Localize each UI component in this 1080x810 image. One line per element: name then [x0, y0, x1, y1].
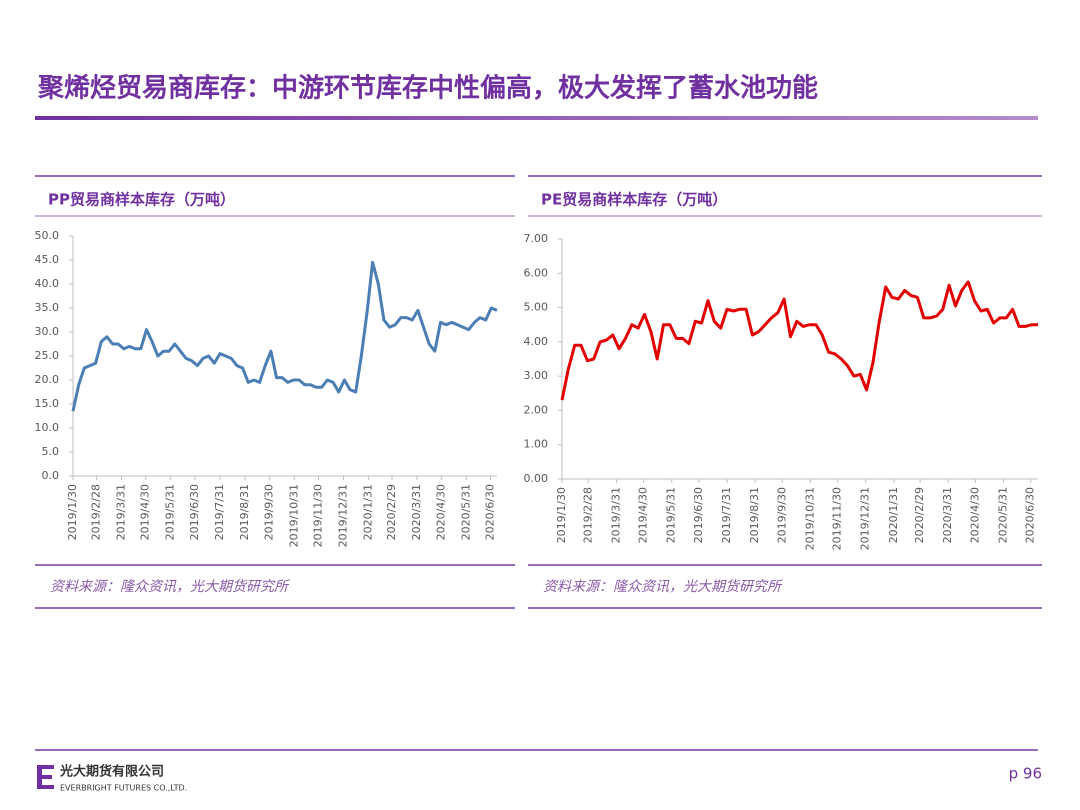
y-tick-label: 45.0 — [35, 253, 60, 266]
x-tick-label: 2019/2/28 — [89, 484, 102, 540]
x-tick-label: 2019/2/28 — [581, 487, 594, 543]
x-tick-label: 2020/6/30 — [484, 484, 497, 540]
x-tick-label: 2020/2/29 — [385, 484, 398, 540]
source-note: 资料来源：隆众资讯，光大期货研究所 — [50, 579, 290, 595]
x-tick-label: 2019/10/31 — [803, 487, 816, 550]
x-tick-label: 2020/3/31 — [410, 484, 423, 540]
page-number: p 96 — [1009, 765, 1042, 783]
x-tick-label: 2019/10/31 — [287, 484, 300, 547]
y-tick-label: 7.00 — [524, 232, 549, 245]
x-tick-label: 2019/1/30 — [555, 487, 568, 543]
x-tick-label: 2019/5/31 — [164, 484, 177, 540]
x-tick-label: 2020/3/31 — [941, 487, 954, 543]
x-tick-label: 2019/7/31 — [213, 484, 226, 540]
y-tick-label: 2.00 — [524, 403, 549, 416]
x-tick-label: 2020/1/31 — [887, 487, 900, 543]
x-tick-label: 2020/5/31 — [997, 487, 1010, 543]
x-tick-label: 2020/4/30 — [968, 487, 981, 543]
chart-title: PE贸易商样本库存（万吨） — [541, 191, 727, 209]
x-tick-label: 2020/2/29 — [913, 487, 926, 543]
y-tick-label: 40.0 — [35, 277, 60, 290]
data-line — [71, 260, 498, 412]
page-title: 聚烯烃贸易商库存：中游环节库存中性偏高，极大发挥了蓄水池功能 — [37, 73, 818, 104]
y-tick-label: 0.0 — [42, 469, 60, 482]
y-tick-label: 30.0 — [35, 325, 60, 338]
x-tick-label: 2019/7/31 — [720, 487, 733, 543]
y-tick-label: 35.0 — [35, 301, 60, 314]
x-tick-label: 2019/3/31 — [114, 484, 127, 540]
x-tick-label: 2020/4/30 — [434, 484, 447, 540]
y-tick-label: 0.00 — [524, 472, 549, 485]
source-note: 资料来源：隆众资讯，光大期货研究所 — [543, 579, 783, 595]
y-tick-label: 5.00 — [524, 301, 549, 314]
x-tick-label: 2019/4/30 — [139, 484, 152, 540]
x-tick-label: 2019/9/30 — [262, 484, 275, 540]
y-tick-label: 4.00 — [524, 335, 549, 348]
logo — [37, 765, 54, 789]
x-tick-label: 2019/11/30 — [831, 487, 844, 550]
x-tick-label: 2019/12/31 — [337, 484, 350, 547]
x-tick-label: 2019/8/31 — [238, 484, 251, 540]
data-line — [560, 280, 1038, 401]
x-tick-label: 2020/5/31 — [459, 484, 472, 540]
x-tick-label: 2019/6/30 — [188, 484, 201, 540]
y-tick-label: 15.0 — [35, 397, 60, 410]
x-tick-label: 2019/3/31 — [609, 487, 622, 543]
chart-title: PP贸易商样本库存（万吨） — [48, 191, 235, 209]
y-tick-label: 1.00 — [524, 438, 549, 451]
x-tick-label: 2020/6/30 — [1024, 487, 1037, 543]
company: 光大期货有限公司 — [59, 764, 164, 780]
y-tick-label: 5.0 — [42, 445, 60, 458]
y-tick-label: 50.0 — [35, 229, 60, 242]
y-tick-label: 3.00 — [524, 369, 549, 382]
x-tick-label: 2019/8/31 — [748, 487, 761, 543]
y-tick-label: 25.0 — [35, 349, 60, 362]
company-en: EVERBRIGHT FUTURES CO.,LTD. — [60, 784, 187, 793]
x-tick-label: 2019/6/30 — [692, 487, 705, 543]
x-tick-label: 2020/1/31 — [362, 484, 375, 540]
x-tick-label: 2019/9/30 — [775, 487, 788, 543]
x-tick-label: 2019/12/31 — [859, 487, 872, 550]
x-tick-label: 2019/1/30 — [66, 484, 79, 540]
y-tick-label: 10.0 — [35, 421, 60, 434]
y-tick-label: 20.0 — [35, 373, 60, 386]
x-tick-label: 2019/5/31 — [665, 487, 678, 543]
x-tick-label: 2019/4/30 — [637, 487, 650, 543]
y-tick-label: 6.00 — [524, 266, 549, 279]
x-tick-label: 2019/11/30 — [312, 484, 325, 547]
title-rule — [35, 116, 1038, 120]
